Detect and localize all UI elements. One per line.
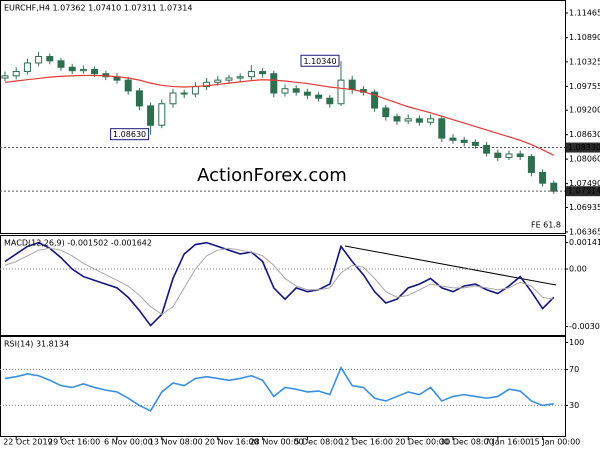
y-tick-label: 1.09755 [569,82,600,91]
candle-body [46,56,54,62]
x-tick-label: 12 Dec 16:00 [339,438,393,447]
y-tick-label: 70 [569,365,579,374]
x-tick-label: 13 Nov 08:00 [149,438,203,447]
candle-body [539,171,547,184]
y-tick-label: 1.11465 [569,8,600,17]
candle-body [494,152,502,158]
candle-body [415,118,423,123]
indicator-line [4,241,555,327]
candle-body [527,156,535,173]
y-tick-label: 1.06935 [569,203,600,212]
candle-body [35,56,43,64]
indicator-line [4,247,554,315]
x-tick-label: 22 Oct 2019 [3,438,52,447]
y-tick-label: 1.06365 [569,227,600,236]
price-annotation-box [110,128,150,141]
level-label-box [566,142,600,153]
candle-body [225,77,233,81]
candle-body [348,79,356,91]
candle-body [427,118,435,123]
panel-frame [0,0,566,234]
level-label-box [566,186,600,197]
candle-body [516,153,524,158]
x-tick-label: 15 Jan 00:00 [530,438,581,447]
x-tick-label: 28 Nov 00:00 [250,438,304,447]
candle-body [247,71,255,78]
level-label: 1.07314 [568,187,600,196]
x-tick-label: 6 Nov 00:00 [104,438,153,447]
candle-body [270,73,278,94]
y-tick-label: 0.001411 [569,238,600,247]
x-tick-label: 20 Dec 00:00 [395,438,449,447]
y-tick-label: 1.10325 [569,57,600,66]
x-tick-label: 20 Nov 16:00 [205,438,259,447]
y-tick-label: 1.10890 [569,33,600,42]
candle-body [68,66,76,72]
candle-body [124,79,132,92]
candle-body [315,94,323,99]
x-tick-label: 7 Jan 16:00 [485,438,531,447]
y-tick-label: 1.07490 [569,179,600,188]
candle-body [326,97,334,105]
y-tick-label: 1.09200 [569,106,600,115]
candle-body [550,182,558,192]
candle-body [259,71,267,75]
price-annotation-box [300,54,340,67]
candle-body [382,107,390,118]
y-tick-label: 0.00 [569,265,587,274]
candle-body [292,88,300,93]
candle-body [393,116,401,122]
candle-body [449,137,457,141]
panel-frame [0,235,566,336]
panel-title: EURCHF,H4 1.07362 1.07410 1.07311 1.0731… [4,4,192,13]
price-annotation: 1.10340 [303,57,336,66]
candle-body [23,62,31,73]
fe-note: FE 61.8 [531,221,561,230]
candle-body [404,118,412,122]
candle-body [203,81,211,88]
y-tick-label: 1.08630 [569,130,600,139]
candle-body [214,79,222,83]
candle-body [12,71,20,77]
moving-average [4,74,555,156]
candle-body [191,86,199,95]
candle-body [180,92,188,95]
x-tick-label: 5 Dec 08:00 [294,438,343,447]
indicator-line [4,365,554,412]
candle-body [303,91,311,96]
candle-body [79,68,87,72]
candle-body [158,103,166,126]
candle-body [57,60,65,68]
y-tick-label: 1.08060 [569,155,600,164]
watermark: ActionForex.com [197,165,347,186]
y-tick-label: 100 [569,338,584,347]
candle-body [505,153,513,158]
candle-body [460,139,468,143]
candle-body [483,144,491,154]
candle-body [337,79,345,105]
panel-title: MACD(12,26,9) -0.001502 -0.001642 [4,239,152,248]
panel-frame [0,336,566,437]
level-label: 1.08330 [568,143,600,152]
candle-body [438,118,446,139]
y-tick-label: 30 [569,401,579,410]
candle-body [236,76,244,79]
price-annotation: 1.08630 [113,130,146,139]
x-tick-label: 30 Dec 08:00 [440,438,494,447]
candle-body [91,68,99,75]
candle-body [147,105,155,126]
candle-body [135,90,143,107]
candle-body [371,91,379,109]
candle-body [1,75,9,79]
panel-title: RSI(14) 31.8134 [4,340,69,349]
x-tick-label: 29 Oct 16:00 [48,438,100,447]
candle-body [471,141,479,146]
candle-body [169,92,177,105]
y-tick-label: -0.003055 [569,322,600,331]
candle-body [281,88,289,94]
